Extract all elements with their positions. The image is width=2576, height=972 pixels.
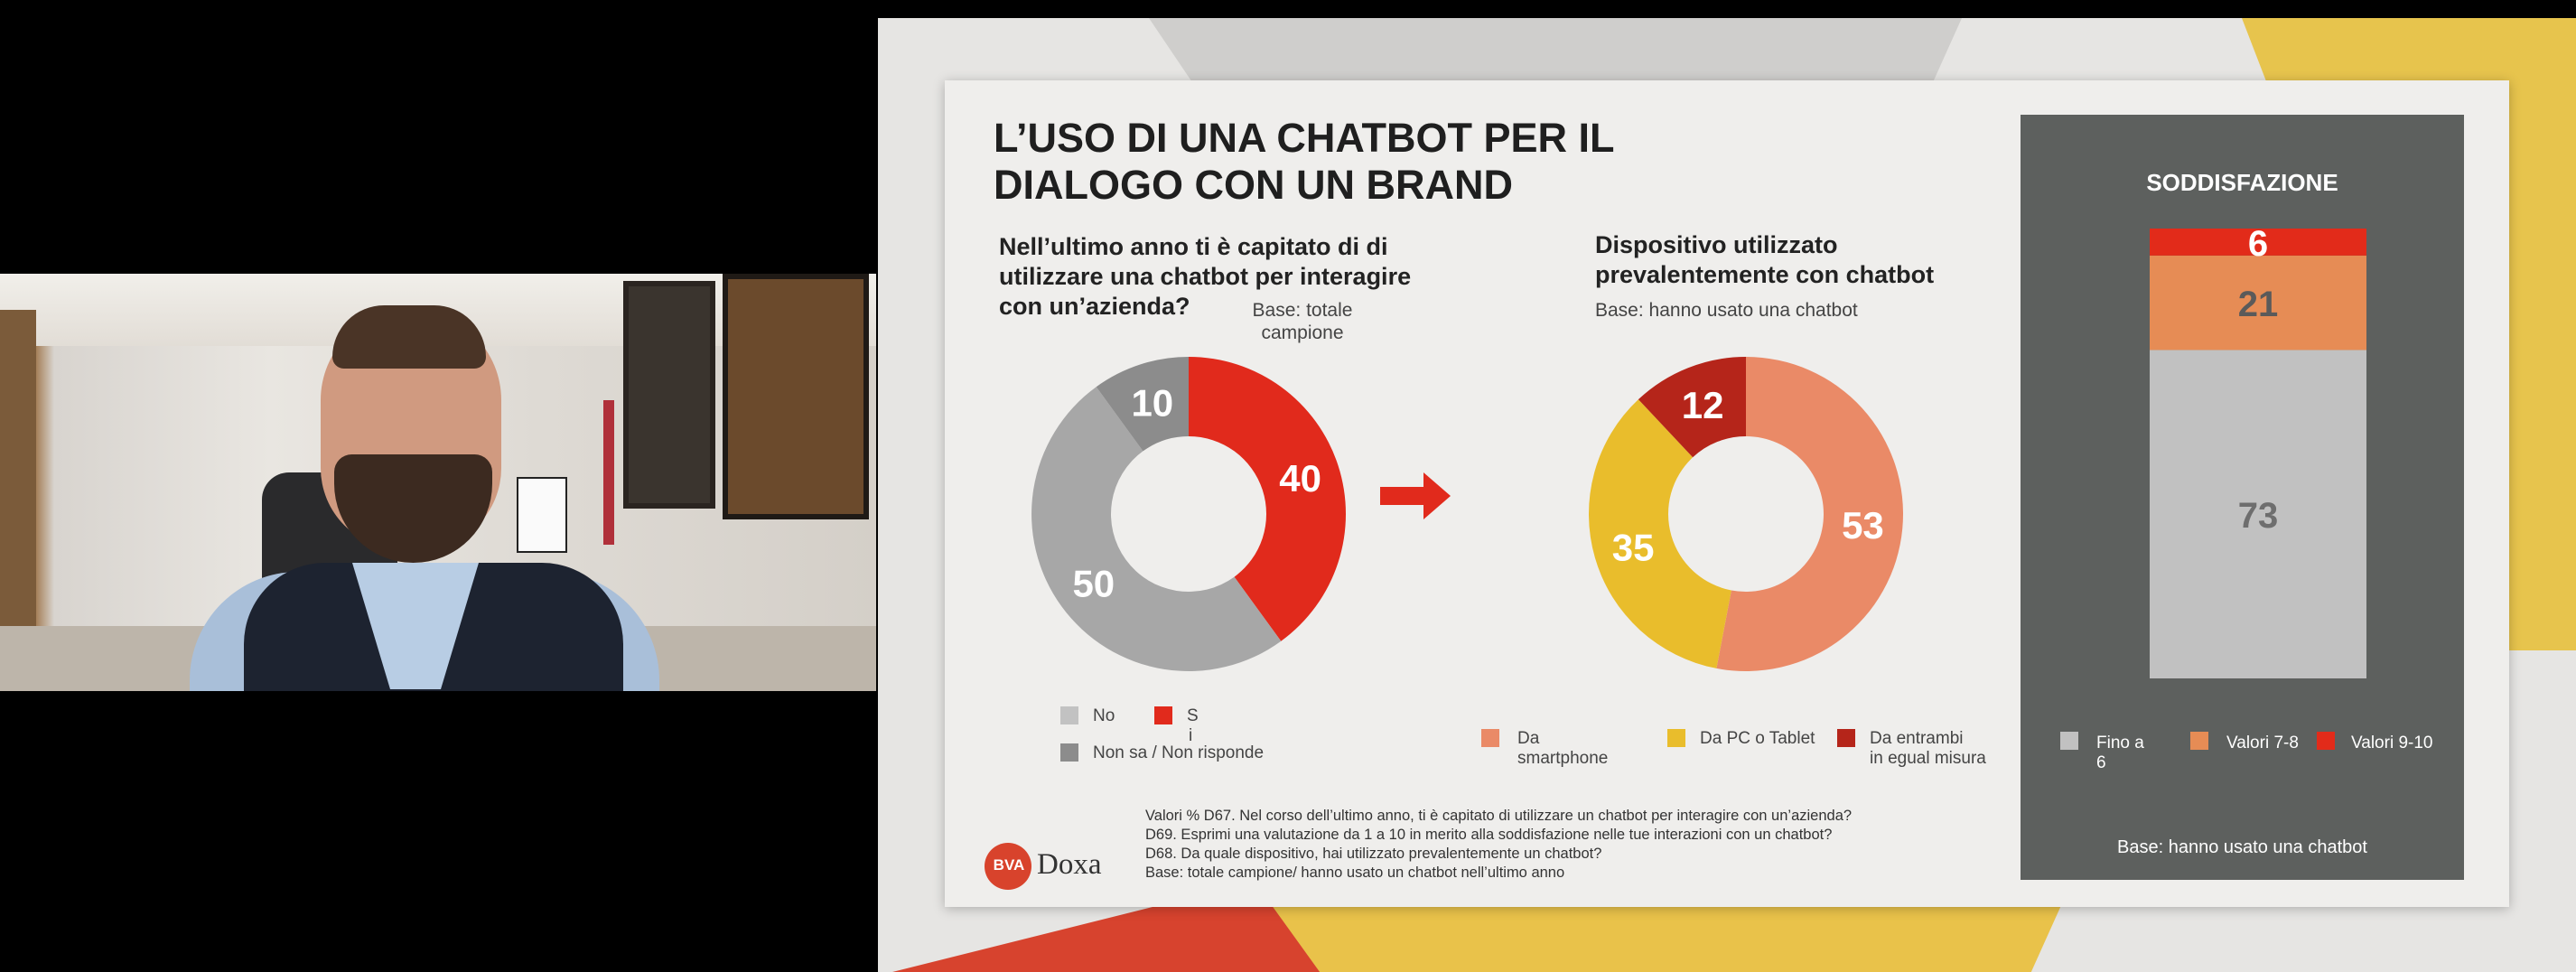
donut-device-pc-tablet-label: 35 [1612,526,1655,568]
legend-swatch-pc-tablet [1667,729,1685,747]
question-usage: Nell’ultimo anno ti è capitato di di uti… [999,232,1469,322]
donut-usage-si-label: 40 [1279,457,1321,500]
donut-device-both-slice [1638,357,1746,458]
bar-valori-9-10-segment [2150,229,2366,256]
base-total-sample-line2: campione [1261,322,1344,343]
footnote: Valori % D67. Nel corso dell’ultimo anno… [1145,807,2012,883]
question-device-line1: Dispositivo utilizzato [1595,231,1838,258]
donut-chart-usage: 40 50 10 [1031,357,1346,671]
legend-swatch-both [1837,729,1855,747]
legend-swatch-smartphone [1481,729,1499,747]
donut-usage-nonsa-label: 10 [1131,381,1173,424]
legend-swatch-nonsa [1060,743,1078,762]
bar-fino-a-6-segment [2150,350,2366,678]
bar-valori-7-8-label: 21 [2238,285,2279,324]
satisfaction-title: SODDISFAZIONE [2146,169,2338,196]
legend-label-both-a: Da entrambi [1870,729,1964,748]
arrow-right-icon [1380,472,1451,519]
bar-valori-9-10-label: 6 [2248,224,2268,264]
wall-frame-left [623,281,715,509]
legend-label-smartphone-b: smartphone [1517,749,1609,768]
slide-title: L’USO DI UNA CHATBOT PER IL DIALOGO CON … [994,115,1644,209]
satisfaction-base: Base: hanno usato una chatbot [2117,837,2367,857]
donut-usage-no-label: 50 [1072,562,1115,604]
legend-swatch-no [1060,706,1078,724]
slide: L’USO DI UNA CHATBOT PER IL DIALOGO CON … [945,80,2509,907]
legend-label-si-b: i [1189,726,1193,745]
wall-frame-right [723,274,869,519]
legend-label-both-b: in egual misura [1870,749,1986,768]
question-device: Dispositivo utilizzato prevalentemente c… [1595,230,1993,290]
donut-device-pc-tablet-slice [1589,399,1731,668]
legend-label-si-a: S [1187,706,1199,725]
donut-device-both-label: 12 [1682,384,1724,426]
donut-device-smartphone-label: 53 [1842,504,1884,547]
question-device-line2: prevalentemente con chatbot [1595,261,1935,288]
bva-logo-text: BVA [993,856,1025,874]
base-total-sample: Base: totale campione [1248,299,1357,344]
legend-label-fino-a-6-a: Fino a [2096,734,2144,752]
donut-usage-no-slice [1031,387,1282,671]
donut-usage-si-slice [1189,357,1346,641]
legend-swatch-si [1154,706,1172,724]
legend-label-fino-a-6-b: 6 [2096,753,2106,772]
footnote-line4: Base: totale campione/ hanno usato un ch… [1145,865,1565,881]
legend-label-pc-tablet: Da PC o Tablet [1700,729,1815,748]
wall-decoration [603,400,614,545]
footnote-line1: Valori % D67. Nel corso dell’ultimo anno… [1145,808,1853,824]
donut-usage-nonsa-slice [1096,357,1189,452]
legend-label-no: No [1093,706,1115,725]
doxa-logo-text: Doxa [1037,848,1102,881]
bar-fino-a-6-label: 73 [2238,496,2279,536]
footnote-line3: D68. Da quale dispositivo, hai utilizzat… [1145,846,1602,862]
wall-poster [517,477,567,553]
legend-swatch-fino-a-6 [2060,732,2078,750]
satisfaction-panel: SODDISFAZIONE 73 21 6 Fino a 6 Valori 7-8 … [2021,115,2464,880]
legend-swatch-valori-9-10 [2317,732,2335,750]
slide-title-line1: L’USO DI UNA CHATBOT PER IL [994,115,1615,161]
bva-logo-circle [985,843,1031,890]
slide-title-line2: DIALOGO CON UN BRAND [994,162,1513,208]
base-chatbot-users: Base: hanno usato una chatbot [1595,300,1858,321]
legend-label-valori-9-10: Valori 9-10 [2351,734,2433,752]
question-usage-line1: Nell’ultimo anno ti è capitato di di [999,233,1388,260]
bar-valori-7-8-segment [2150,255,2366,350]
satisfaction-stacked-bar: 73 21 6 [2150,224,2366,678]
speaker-hair [332,305,486,369]
legend-swatch-valori-7-8 [2190,732,2208,750]
donut-chart-device: 53 35 12 [1589,357,1903,671]
donut-device-smartphone-slice [1716,357,1903,671]
webcam-video [0,274,876,691]
bva-doxa-logo: BVA Doxa [985,841,1147,892]
base-total-sample-line1: Base: totale [1252,300,1353,321]
legend-label-valori-7-8: Valori 7-8 [2226,734,2299,752]
footnote-line2: D69. Esprimi una valutazione da 1 a 10 i… [1145,827,1833,843]
background-shape-grey [1149,18,1962,90]
question-usage-line3: con un’azienda? [999,293,1190,320]
legend-label-nonsa: Non sa / Non risponde [1093,743,1265,762]
legend-label-smartphone-a: Da [1517,729,1540,748]
question-usage-line2: utilizzare una chatbot per interagire [999,263,1412,290]
